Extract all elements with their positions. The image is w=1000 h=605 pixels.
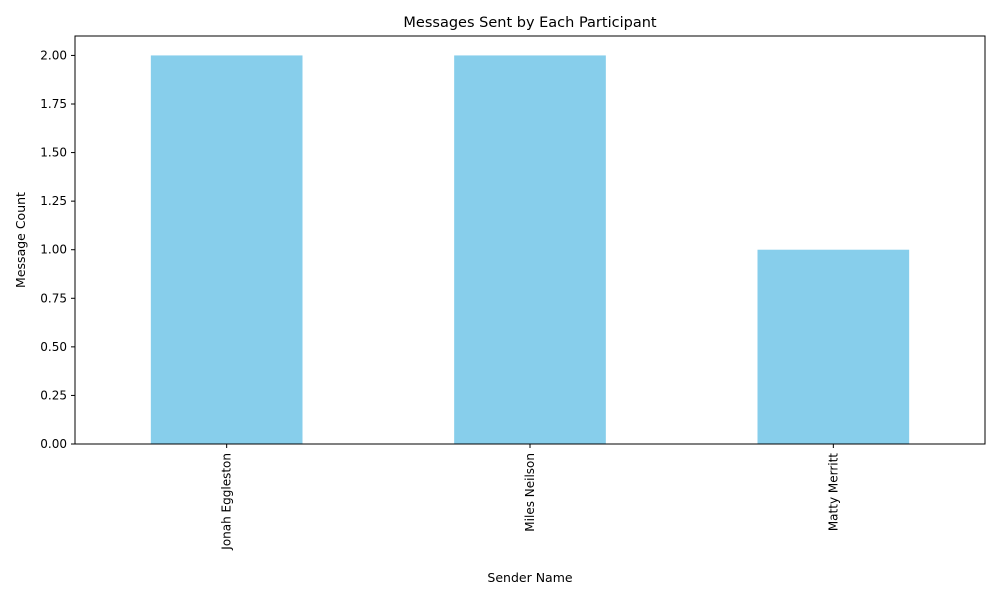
y-tick-label-3: 0.75 xyxy=(40,291,67,305)
chart-title: Messages Sent by Each Participant xyxy=(403,15,656,31)
x-axis: Jonah Eggleston Miles Neilson Matty Merrit… xyxy=(220,444,840,551)
bar-2 xyxy=(757,249,910,444)
y-axis-label: Message Count xyxy=(13,192,28,288)
y-axis: 0.00 0.25 0.50 0.75 1.00 1.25 1.50 1.75 2.00 xyxy=(40,48,75,451)
x-tick-label-1: Miles Neilson xyxy=(523,453,537,532)
y-tick-label-7: 1.75 xyxy=(40,97,67,111)
bar-1 xyxy=(454,55,606,445)
y-tick-label-4: 1.00 xyxy=(40,243,67,257)
y-tick-label-0: 0.00 xyxy=(40,437,67,451)
y-tick-label-8: 2.00 xyxy=(40,48,67,62)
x-axis-label: Sender Name xyxy=(487,570,572,585)
y-tick-label-1: 0.25 xyxy=(40,388,67,402)
y-tick-label-2: 0.50 xyxy=(40,340,67,354)
y-tick-label-6: 1.50 xyxy=(40,146,67,160)
x-tick-label-2: Matty Merritt xyxy=(826,453,840,531)
bar-0 xyxy=(150,55,303,445)
x-tick-label-0: Jonah Eggleston xyxy=(220,453,234,551)
plot-area xyxy=(74,35,986,445)
y-tick-label-5: 1.25 xyxy=(40,194,67,208)
